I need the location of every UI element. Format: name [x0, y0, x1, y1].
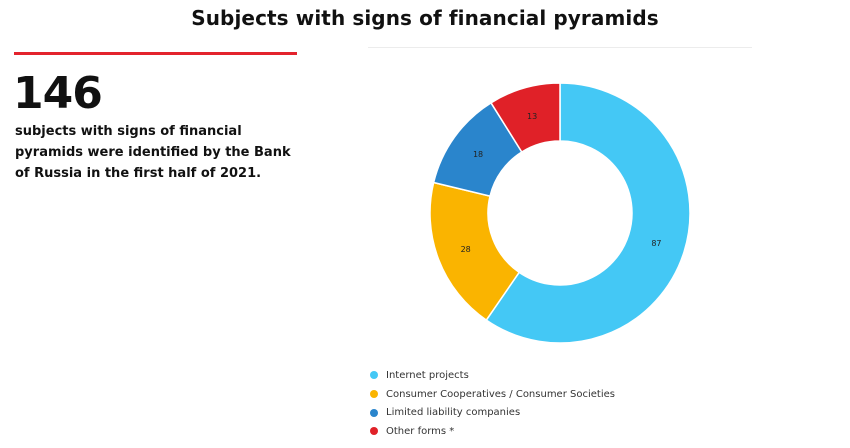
legend-label: Other forms *: [386, 425, 455, 437]
legend-label: Limited liability companies: [386, 407, 521, 419]
legend-swatch: [370, 371, 378, 380]
total-count: 146: [13, 68, 103, 119]
slice-value-label: 28: [461, 245, 471, 254]
accent-line: [14, 52, 297, 55]
slice-value-label: 87: [651, 239, 661, 248]
slice-value-label: 13: [527, 112, 537, 121]
legend-swatch: [370, 427, 378, 436]
chart-title: Subjects with signs of financial pyramid…: [191, 6, 659, 30]
legend-item[interactable]: Consumer Cooperatives / Consumer Societi…: [370, 385, 615, 404]
donut-slice[interactable]: [485, 82, 691, 344]
legend-label: Consumer Cooperatives / Consumer Societi…: [386, 388, 615, 400]
legend-item[interactable]: Other forms *: [370, 422, 615, 441]
legend-swatch: [370, 408, 378, 417]
slice-value-label: 18: [473, 150, 483, 159]
legend-item[interactable]: Internet projects: [370, 366, 615, 385]
chart-legend: Internet projects Consumer Cooperatives /…: [370, 366, 615, 441]
summary-description: subjects with signs of financial pyramid…: [15, 124, 291, 181]
divider-line: [368, 47, 752, 48]
legend-item[interactable]: Limited liability companies: [370, 403, 615, 422]
legend-swatch: [370, 390, 378, 399]
donut-slice[interactable]: [489, 82, 561, 154]
legend-label: Internet projects: [386, 369, 469, 381]
